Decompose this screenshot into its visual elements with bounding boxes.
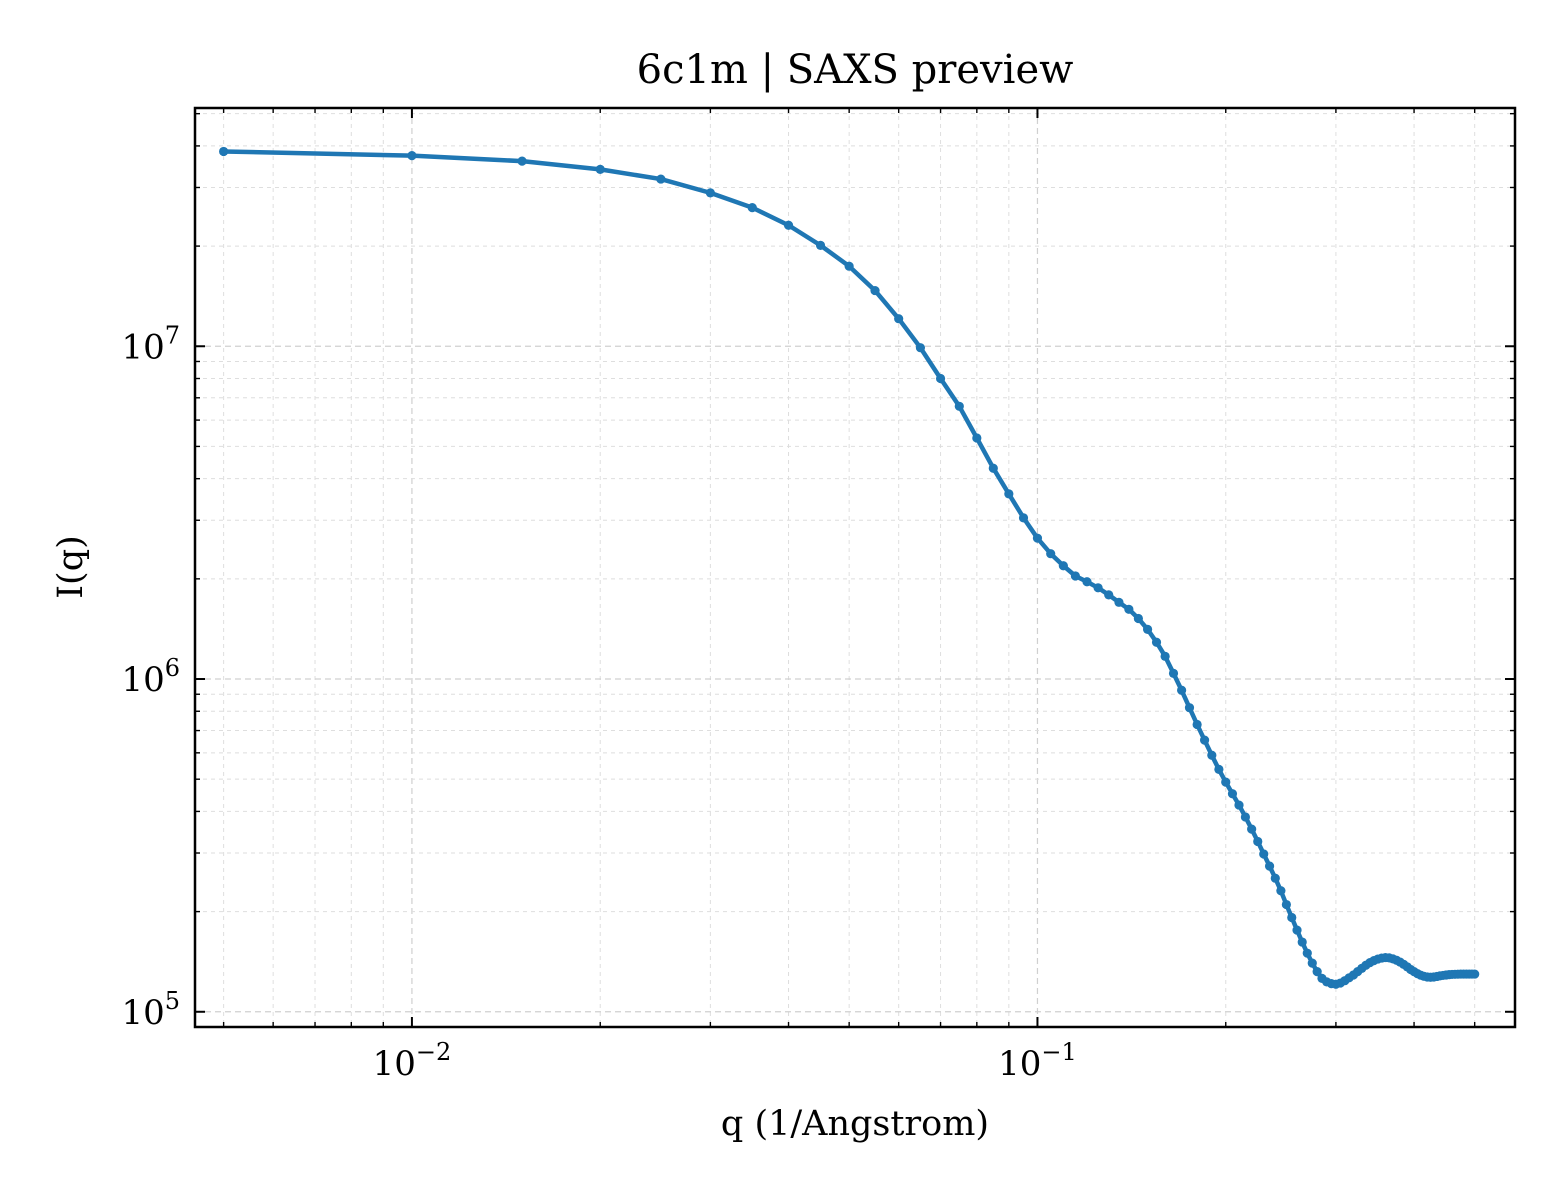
data-point [954, 401, 964, 411]
data-point [1032, 533, 1043, 543]
grid-lines [195, 108, 1515, 1028]
data-point [1264, 861, 1275, 871]
data-point [1240, 812, 1250, 822]
x-tick-exponent: −1 [1041, 1038, 1076, 1066]
data-point [1259, 849, 1269, 859]
data-point [1004, 489, 1014, 499]
y-tick-base: 10 [121, 660, 164, 700]
y-axis-label: I(q) [51, 535, 91, 599]
data-point [1124, 604, 1134, 614]
data-point [1312, 967, 1322, 977]
data-point [894, 314, 904, 324]
data-point [1143, 624, 1153, 634]
y-tick-label: 105 [121, 987, 180, 1033]
data-point [870, 285, 880, 296]
x-tick-label: 10−2 [373, 1038, 452, 1084]
data-point [1302, 948, 1312, 958]
y-tick-base: 10 [121, 993, 164, 1033]
data-point [1133, 613, 1143, 624]
data-point [988, 463, 998, 473]
axis-ticks [195, 108, 1515, 1028]
chart-title: 6c1m | SAXS preview [637, 47, 1074, 93]
data-point [656, 174, 666, 184]
data-point [815, 240, 826, 250]
data-point [1247, 824, 1257, 834]
y-tick-exponent: 6 [165, 654, 180, 682]
data-point [1177, 685, 1187, 695]
y-tick-exponent: 5 [165, 987, 180, 1015]
data-point [1058, 561, 1068, 571]
data-point [1184, 703, 1195, 713]
data-point [1104, 590, 1114, 600]
data-point [1253, 836, 1263, 847]
data-point [1192, 719, 1202, 730]
data-point [1018, 513, 1029, 523]
data-point [1234, 800, 1244, 810]
data-point [915, 343, 926, 353]
data-point [219, 146, 229, 157]
data-point [1151, 637, 1162, 647]
data-point [1114, 597, 1124, 607]
data-point [1276, 886, 1286, 896]
x-axis-label: q (1/Angstrom) [721, 1104, 989, 1144]
data-point [1297, 937, 1307, 947]
data-point [517, 156, 527, 166]
data-point [844, 261, 854, 271]
y-tick-label: 107 [121, 321, 180, 367]
y-tick-exponent: 7 [165, 321, 180, 349]
x-tick-base: 10 [373, 1044, 416, 1084]
x-tick-label: 10−1 [998, 1038, 1077, 1084]
data-point [1270, 873, 1280, 883]
data-point [1214, 764, 1224, 775]
plot-frame [193, 106, 1517, 1029]
y-tick-base: 10 [121, 327, 164, 367]
x-tick-base: 10 [998, 1044, 1041, 1084]
data-point [1307, 958, 1317, 968]
data-point [972, 433, 982, 443]
data-point [1207, 750, 1217, 760]
data-point [1070, 571, 1081, 581]
y-tick-label: 106 [121, 654, 180, 700]
data-point [1281, 899, 1291, 910]
data-point [1292, 925, 1302, 935]
x-tick-exponent: −2 [416, 1038, 451, 1066]
data-point [1168, 668, 1179, 678]
data-point [1470, 969, 1480, 979]
data-point [1082, 577, 1092, 587]
series-layer [219, 146, 1480, 989]
data-point [595, 164, 605, 174]
data-point [407, 151, 417, 161]
data-point [1199, 735, 1210, 745]
data-point [1221, 777, 1231, 787]
data-point [747, 203, 757, 213]
data-point [1046, 549, 1056, 559]
data-point [1287, 912, 1297, 923]
data-point [705, 188, 715, 198]
data-point [1093, 583, 1103, 593]
data-point [783, 220, 794, 230]
data-point [935, 373, 946, 384]
data-point [1227, 789, 1238, 799]
data-point [1160, 651, 1170, 661]
